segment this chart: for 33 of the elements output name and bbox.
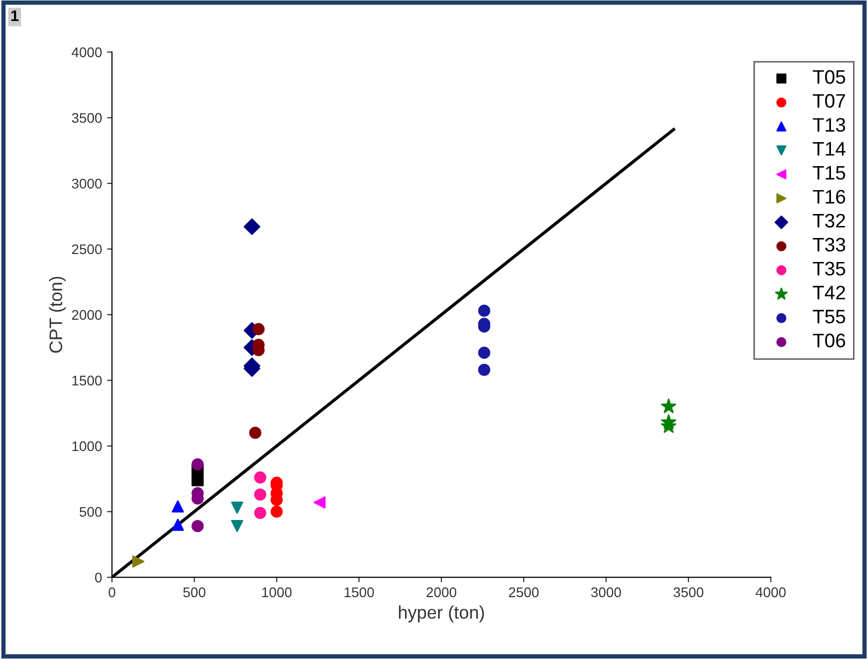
legend-label: T33 — [812, 238, 846, 252]
legend-label: T07 — [812, 94, 846, 108]
y-tick-label: 500 — [80, 506, 102, 517]
legend-label: T14 — [812, 142, 846, 156]
text: 1 — [11, 10, 18, 21]
x-tick-label: 0 — [108, 587, 116, 598]
y-axis-title: CPT (ton) — [48, 276, 66, 353]
legend-label: T15 — [812, 166, 846, 180]
legend-label: T16 — [812, 190, 846, 204]
x-tick-label: 2000 — [426, 587, 456, 598]
x-axis-title: hyper (ton) — [398, 606, 484, 622]
legend-label: T05 — [812, 70, 846, 84]
legend-label: T55 — [812, 310, 846, 324]
legend-label: T13 — [812, 118, 846, 132]
y-tick-label: 1000 — [72, 441, 102, 452]
y-tick-label: 1500 — [72, 376, 102, 386]
y-tick-label: 3500 — [72, 113, 102, 123]
y-tick-label: 4000 — [72, 47, 102, 58]
x-tick-label: 3000 — [591, 587, 621, 598]
y-tick-label: 2000 — [72, 310, 102, 320]
y-tick-label: 2500 — [72, 244, 102, 254]
x-tick-label: 1500 — [344, 587, 374, 598]
legend-label: T42 — [812, 286, 846, 300]
legend-label: T06 — [812, 334, 846, 348]
x-tick-label: 1000 — [262, 587, 292, 598]
legend-label: T32 — [812, 214, 846, 228]
y-tick-label: 3000 — [72, 178, 102, 189]
x-tick-label: 4000 — [756, 587, 786, 598]
x-tick-label: 2500 — [508, 587, 539, 598]
x-tick-label: 3500 — [674, 587, 704, 598]
legend-label: T35 — [812, 262, 846, 276]
y-tick-label: 0 — [95, 572, 102, 582]
x-tick-label: 500 — [183, 587, 206, 598]
